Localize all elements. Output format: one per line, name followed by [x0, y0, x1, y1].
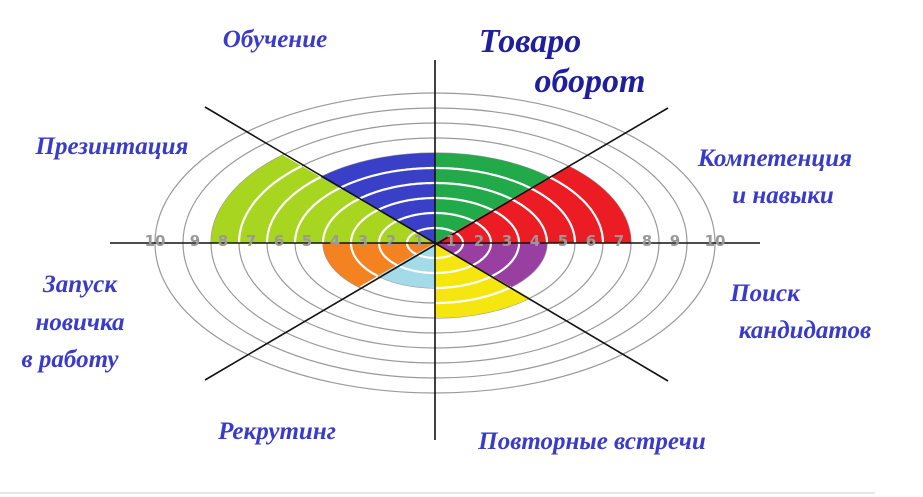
sector-ring-gap: [491, 209, 521, 243]
scale-label: 10: [145, 232, 166, 250]
category-label: Поиск: [729, 280, 801, 307]
category-label: Обучение: [223, 26, 327, 53]
sector: [435, 166, 631, 243]
sector: [435, 153, 550, 243]
sector: [323, 243, 435, 287]
sector-ring-gap: [472, 243, 493, 266]
sector-ring-gap: [435, 253, 455, 260]
scale-label: 4: [330, 232, 340, 250]
category-label: Компетенция: [697, 145, 852, 172]
sector-ring-gap: [321, 198, 360, 243]
sector-ring-gap: [339, 166, 435, 189]
sector-ring-gap: [435, 181, 512, 200]
sector-ring-gap: [491, 243, 521, 277]
sector-ring-gap: [293, 187, 341, 243]
scale-label: 6: [274, 232, 284, 250]
sector: [320, 153, 435, 243]
sector-ring-gap: [435, 196, 493, 211]
scale-label: 8: [218, 232, 228, 250]
sector-ring-gap: [377, 243, 398, 266]
category-label: Товаро: [479, 23, 582, 60]
sector-ring-gap: [349, 209, 379, 243]
category-label: Запуск: [42, 271, 118, 298]
sector-ring-gap: [377, 196, 435, 211]
scale-label: 1: [414, 232, 424, 250]
scale-label: 4: [530, 232, 540, 250]
category-label: Презинтация: [35, 133, 189, 160]
sector-ring-gap: [435, 275, 493, 290]
category-label: оборот: [535, 63, 646, 100]
sector-ring-gap: [435, 264, 474, 275]
category-label: кандидатов: [739, 317, 871, 344]
sector: [377, 243, 435, 288]
sector-ring-gap: [435, 226, 455, 233]
scale-label: 2: [474, 232, 484, 250]
category-label: Повторные встречи: [477, 428, 706, 455]
sector-ring-gap: [529, 187, 577, 243]
scale-label: 9: [190, 232, 200, 250]
sector-ring-gap: [510, 198, 549, 243]
sector-ring-gap: [415, 226, 435, 233]
category-label: Рекрутинг: [217, 418, 336, 445]
sector-ring-gap: [377, 220, 398, 243]
category-label: и навыки: [732, 182, 834, 209]
sector-ring-gap: [405, 243, 417, 255]
sector-ring-gap: [396, 264, 435, 275]
sector-ring-gap: [435, 211, 474, 222]
sector-ring-gap: [358, 181, 435, 200]
category-label: в работу: [22, 346, 120, 373]
scale-label: 1: [446, 232, 456, 250]
scale-label: 9: [670, 232, 680, 250]
sector-ring-gap: [435, 166, 531, 189]
sector-ring-gap: [405, 231, 417, 243]
sector-ring-gap: [435, 286, 512, 305]
sector-ring-gap: [472, 220, 493, 243]
scale-label: 10: [705, 232, 726, 250]
sector-ring-gap: [548, 176, 605, 244]
scale-label: 3: [358, 232, 368, 250]
scale-label: 5: [302, 232, 312, 250]
scale-label: 5: [558, 232, 568, 250]
scale-label: 7: [246, 232, 256, 250]
scale-label: 3: [502, 232, 512, 250]
sector-ring-gap: [349, 243, 379, 277]
scale-label: 7: [614, 232, 624, 250]
sector: [435, 243, 547, 287]
axis-line: [204, 107, 669, 381]
scale-label: 2: [386, 232, 396, 250]
sector-ring-gap: [453, 243, 465, 255]
category-label: новичка: [35, 309, 124, 336]
sector-ring-gap: [265, 176, 322, 244]
scale-label: 6: [586, 232, 596, 250]
sector-ring-gap: [415, 253, 435, 260]
sector-ring-gap: [396, 211, 435, 222]
scale-label: 8: [642, 232, 652, 250]
sector-ring-gap: [237, 165, 303, 244]
